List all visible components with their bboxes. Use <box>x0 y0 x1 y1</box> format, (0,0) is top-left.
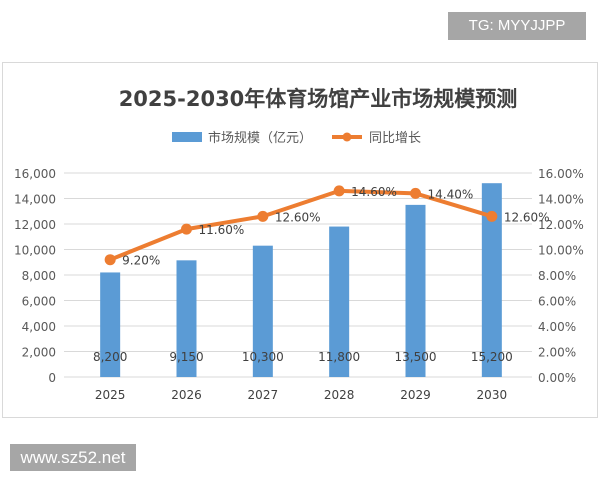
legend-bar-swatch <box>172 132 202 142</box>
bar-data-label: 15,200 <box>471 350 513 364</box>
left-tick-label: 14,000 <box>14 193 56 207</box>
bar-data-label: 8,200 <box>93 350 127 364</box>
right-tick-label: 6.00% <box>538 295 576 309</box>
growth-data-label: 12.60% <box>275 210 321 224</box>
bar-2026 <box>176 260 197 377</box>
growth-marker-2029 <box>410 187 421 199</box>
right-tick-label: 12.00% <box>538 218 584 232</box>
legend-line-label: 同比增长 <box>369 131 421 146</box>
growth-line <box>109 188 493 262</box>
x-tick-label: 2025 <box>95 388 126 402</box>
x-tick-label: 2030 <box>477 388 508 402</box>
x-tick-label: 2028 <box>324 388 355 402</box>
bar-2027 <box>252 245 273 377</box>
right-tick-label: 16.00% <box>538 167 584 181</box>
right-tick-label: 14.00% <box>538 193 584 207</box>
bar-2029 <box>405 204 426 377</box>
growth-data-label: 14.60% <box>351 185 397 199</box>
x-tick-label: 2029 <box>400 388 431 402</box>
growth-marker-2028 <box>333 185 345 197</box>
x-tick-label: 2027 <box>248 388 279 402</box>
growth-data-label: 11.60% <box>199 223 245 237</box>
right-tick-label: 4.00% <box>538 320 576 334</box>
growth-data-label: 9.20% <box>122 254 160 268</box>
bar-2028 <box>329 226 350 377</box>
right-tick-label: 10.00% <box>538 244 584 258</box>
tg-badge: TG: MYYJJPP <box>448 12 586 40</box>
legend-bar-label: 市场规模（亿元） <box>208 130 312 146</box>
bar-data-label: 13,500 <box>395 350 437 364</box>
left-tick-label: 0 <box>48 371 56 385</box>
bar-data-label: 11,800 <box>318 350 360 364</box>
bar-2025 <box>100 272 121 377</box>
right-tick-label: 0.00% <box>538 371 576 385</box>
right-tick-label: 2.00% <box>538 346 576 360</box>
growth-marker-2025 <box>104 254 116 266</box>
x-tick-label: 2026 <box>171 388 202 402</box>
left-tick-label: 10,000 <box>14 244 56 258</box>
legend-line-marker <box>342 132 352 142</box>
bar-data-label: 9,150 <box>169 350 203 364</box>
left-tick-label: 2,000 <box>22 346 56 360</box>
left-tick-label: 8,000 <box>22 269 56 283</box>
bar-data-label: 10,300 <box>242 350 284 364</box>
growth-marker-2026 <box>181 223 192 235</box>
left-tick-label: 6,000 <box>22 295 56 309</box>
chart-title: 2025-2030年体育场馆产业市场规模预测 <box>119 87 518 111</box>
left-tick-label: 4,000 <box>22 320 56 334</box>
growth-marker-2030 <box>486 210 498 222</box>
left-tick-label: 12,000 <box>14 218 56 232</box>
growth-data-label: 14.40% <box>428 187 474 201</box>
legend: 市场规模（亿元） 同比增长 <box>172 130 421 146</box>
right-tick-label: 8.00% <box>538 269 576 283</box>
site-watermark: www.sz52.net <box>10 444 136 471</box>
growth-data-label: 12.60% <box>504 210 550 224</box>
bar-2030 <box>481 183 502 377</box>
growth-marker-2027 <box>257 210 269 222</box>
left-tick-label: 16,000 <box>14 167 56 181</box>
